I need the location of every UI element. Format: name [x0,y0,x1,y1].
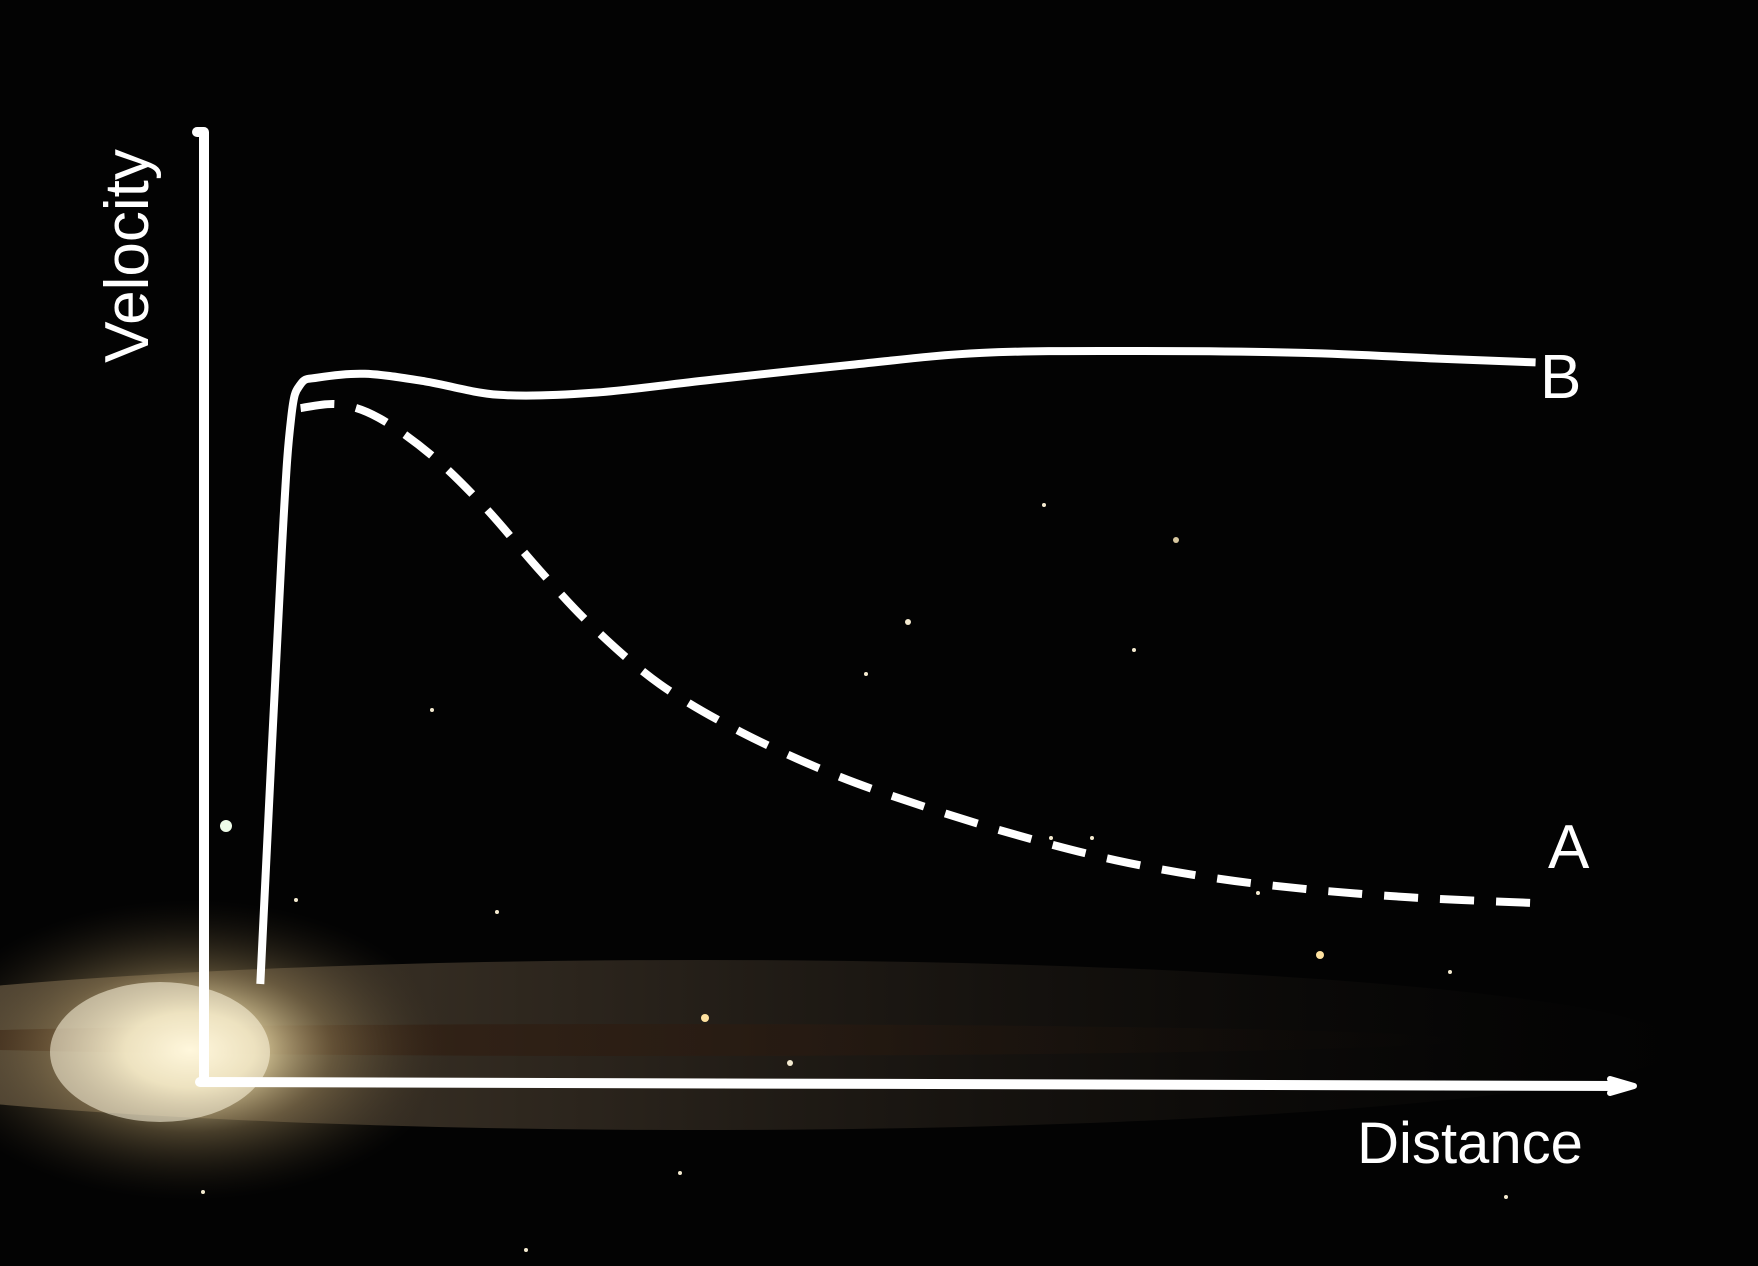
y-axis-label: Velocity [93,149,162,363]
series-label-a: A [1548,813,1590,882]
x-axis-line [195,1077,1630,1091]
plot-area [256,346,1536,985]
series-label-b: B [1540,343,1581,412]
y-axis-line [192,127,209,1085]
x-axis-arrow-tip [1607,1076,1637,1096]
axes [192,127,1637,1096]
star-field [201,503,1508,1252]
series-line-b [256,346,1536,985]
x-axis-label: Distance [1357,1111,1583,1176]
